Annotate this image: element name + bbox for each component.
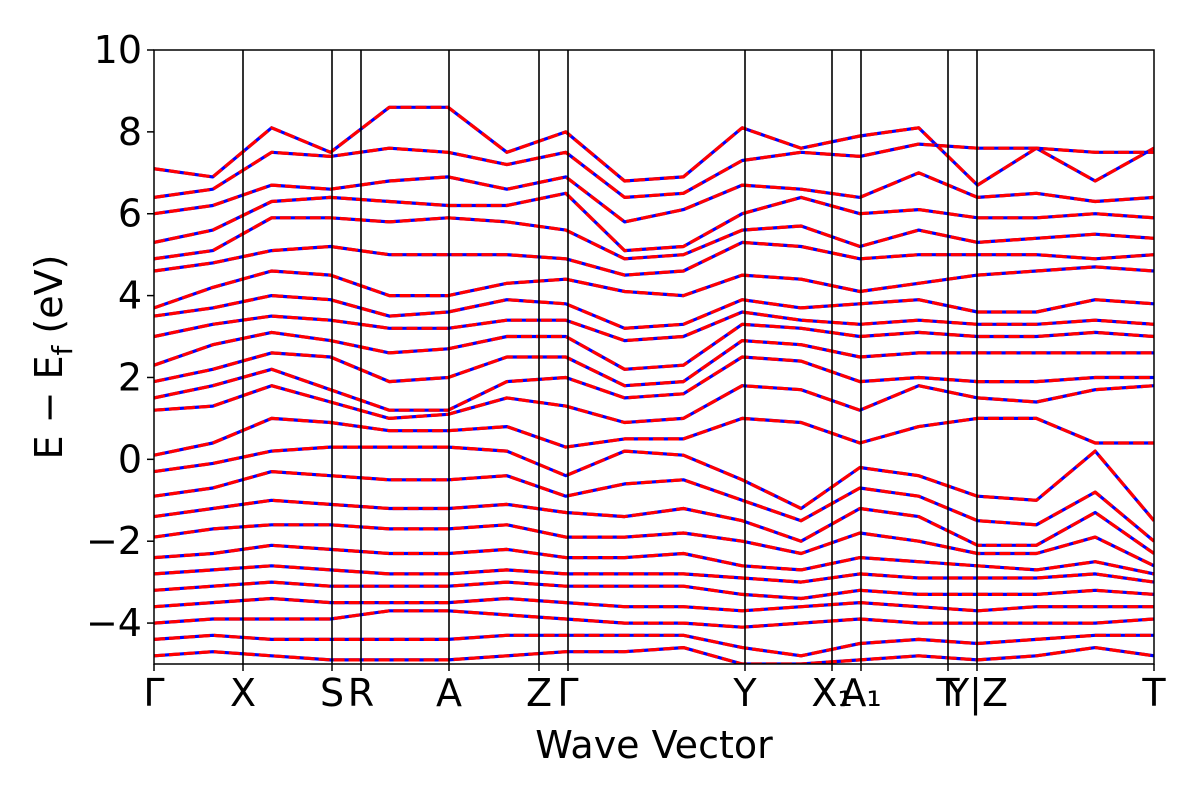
- band-line-dashed-19: [154, 564, 1154, 584]
- y-axis-label-unit: (eV): [27, 255, 71, 334]
- band-line-dashed-20: [154, 580, 1154, 601]
- y-tick-label: 6: [118, 192, 142, 236]
- x-tick-label: S: [320, 671, 344, 715]
- band-line-dashed-11: [154, 355, 1154, 412]
- y-tick-label: −2: [86, 519, 142, 563]
- y-tick-label: 0: [118, 437, 142, 481]
- band-line-dashed-12: [154, 384, 1154, 425]
- y-axis: −4 −2 0 2 4 6 8 10: [86, 28, 154, 645]
- band-line-dashed-9: [154, 322, 1154, 371]
- band-line-solid-0: [154, 105, 1154, 187]
- band-line-dashed-24: [154, 646, 1154, 664]
- band-line-dashed-7: [154, 294, 1154, 330]
- band-line-dashed-10: [154, 339, 1154, 388]
- x-tick-label: X: [230, 671, 256, 715]
- band-line-dashed-0: [154, 105, 1154, 187]
- bands-layer: [154, 105, 1154, 664]
- band-line-dashed-17: [154, 523, 1154, 568]
- y-axis-label-main: E − E: [27, 355, 71, 459]
- band-line-dashed-15: [154, 470, 1154, 543]
- band-line-dashed-22: [154, 609, 1154, 629]
- y-tick-label: 4: [118, 274, 142, 318]
- band-line-solid-9: [154, 322, 1154, 371]
- y-tick-label: −4: [86, 601, 142, 645]
- k-point-separators: [242, 50, 978, 664]
- x-tick-label: R: [348, 671, 374, 715]
- band-line-dashed-13: [154, 416, 1154, 457]
- band-line-dashed-16: [154, 498, 1154, 555]
- y-axis-label-subscript: f: [46, 344, 79, 355]
- x-tick-label: Z: [526, 671, 552, 715]
- band-line-dashed-23: [154, 633, 1154, 658]
- band-line-solid-1: [154, 142, 1154, 199]
- x-tick-label: A₁: [840, 671, 881, 715]
- x-tick-label: Y|Z: [945, 671, 1008, 716]
- band-line-dashed-21: [154, 596, 1154, 613]
- x-tick-label: Y: [732, 671, 757, 715]
- y-axis-label: E − Ef (eV): [27, 255, 79, 460]
- band-line-solid-15: [154, 470, 1154, 543]
- y-tick-label: 10: [94, 28, 142, 72]
- band-line-dashed-1: [154, 142, 1154, 199]
- band-line-solid-14: [154, 445, 1154, 522]
- x-tick-label: Γ: [143, 671, 164, 715]
- band-line-dashed-3: [154, 191, 1154, 253]
- band-line-dashed-18: [154, 543, 1154, 576]
- band-line-dashed-8: [154, 310, 1154, 343]
- band-line-dashed-2: [154, 171, 1154, 224]
- x-tick-label: X₁: [811, 671, 852, 715]
- band-line-dashed-6: [154, 265, 1154, 310]
- x-axis-label: Wave Vector: [535, 723, 773, 767]
- x-tick-label: Γ: [557, 671, 578, 715]
- y-tick-label: 8: [118, 110, 142, 154]
- x-tick-label: A: [436, 671, 462, 715]
- x-tick-label: T: [1141, 671, 1166, 715]
- band-line-dashed-5: [154, 240, 1154, 277]
- y-tick-label: 2: [118, 355, 142, 399]
- x-tick-label: T: [935, 671, 960, 715]
- band-line-dashed-4: [154, 216, 1154, 261]
- plot-frame: [153, 49, 1155, 665]
- band-line-solid-4: [154, 216, 1154, 261]
- band-line-dashed-14: [154, 445, 1154, 522]
